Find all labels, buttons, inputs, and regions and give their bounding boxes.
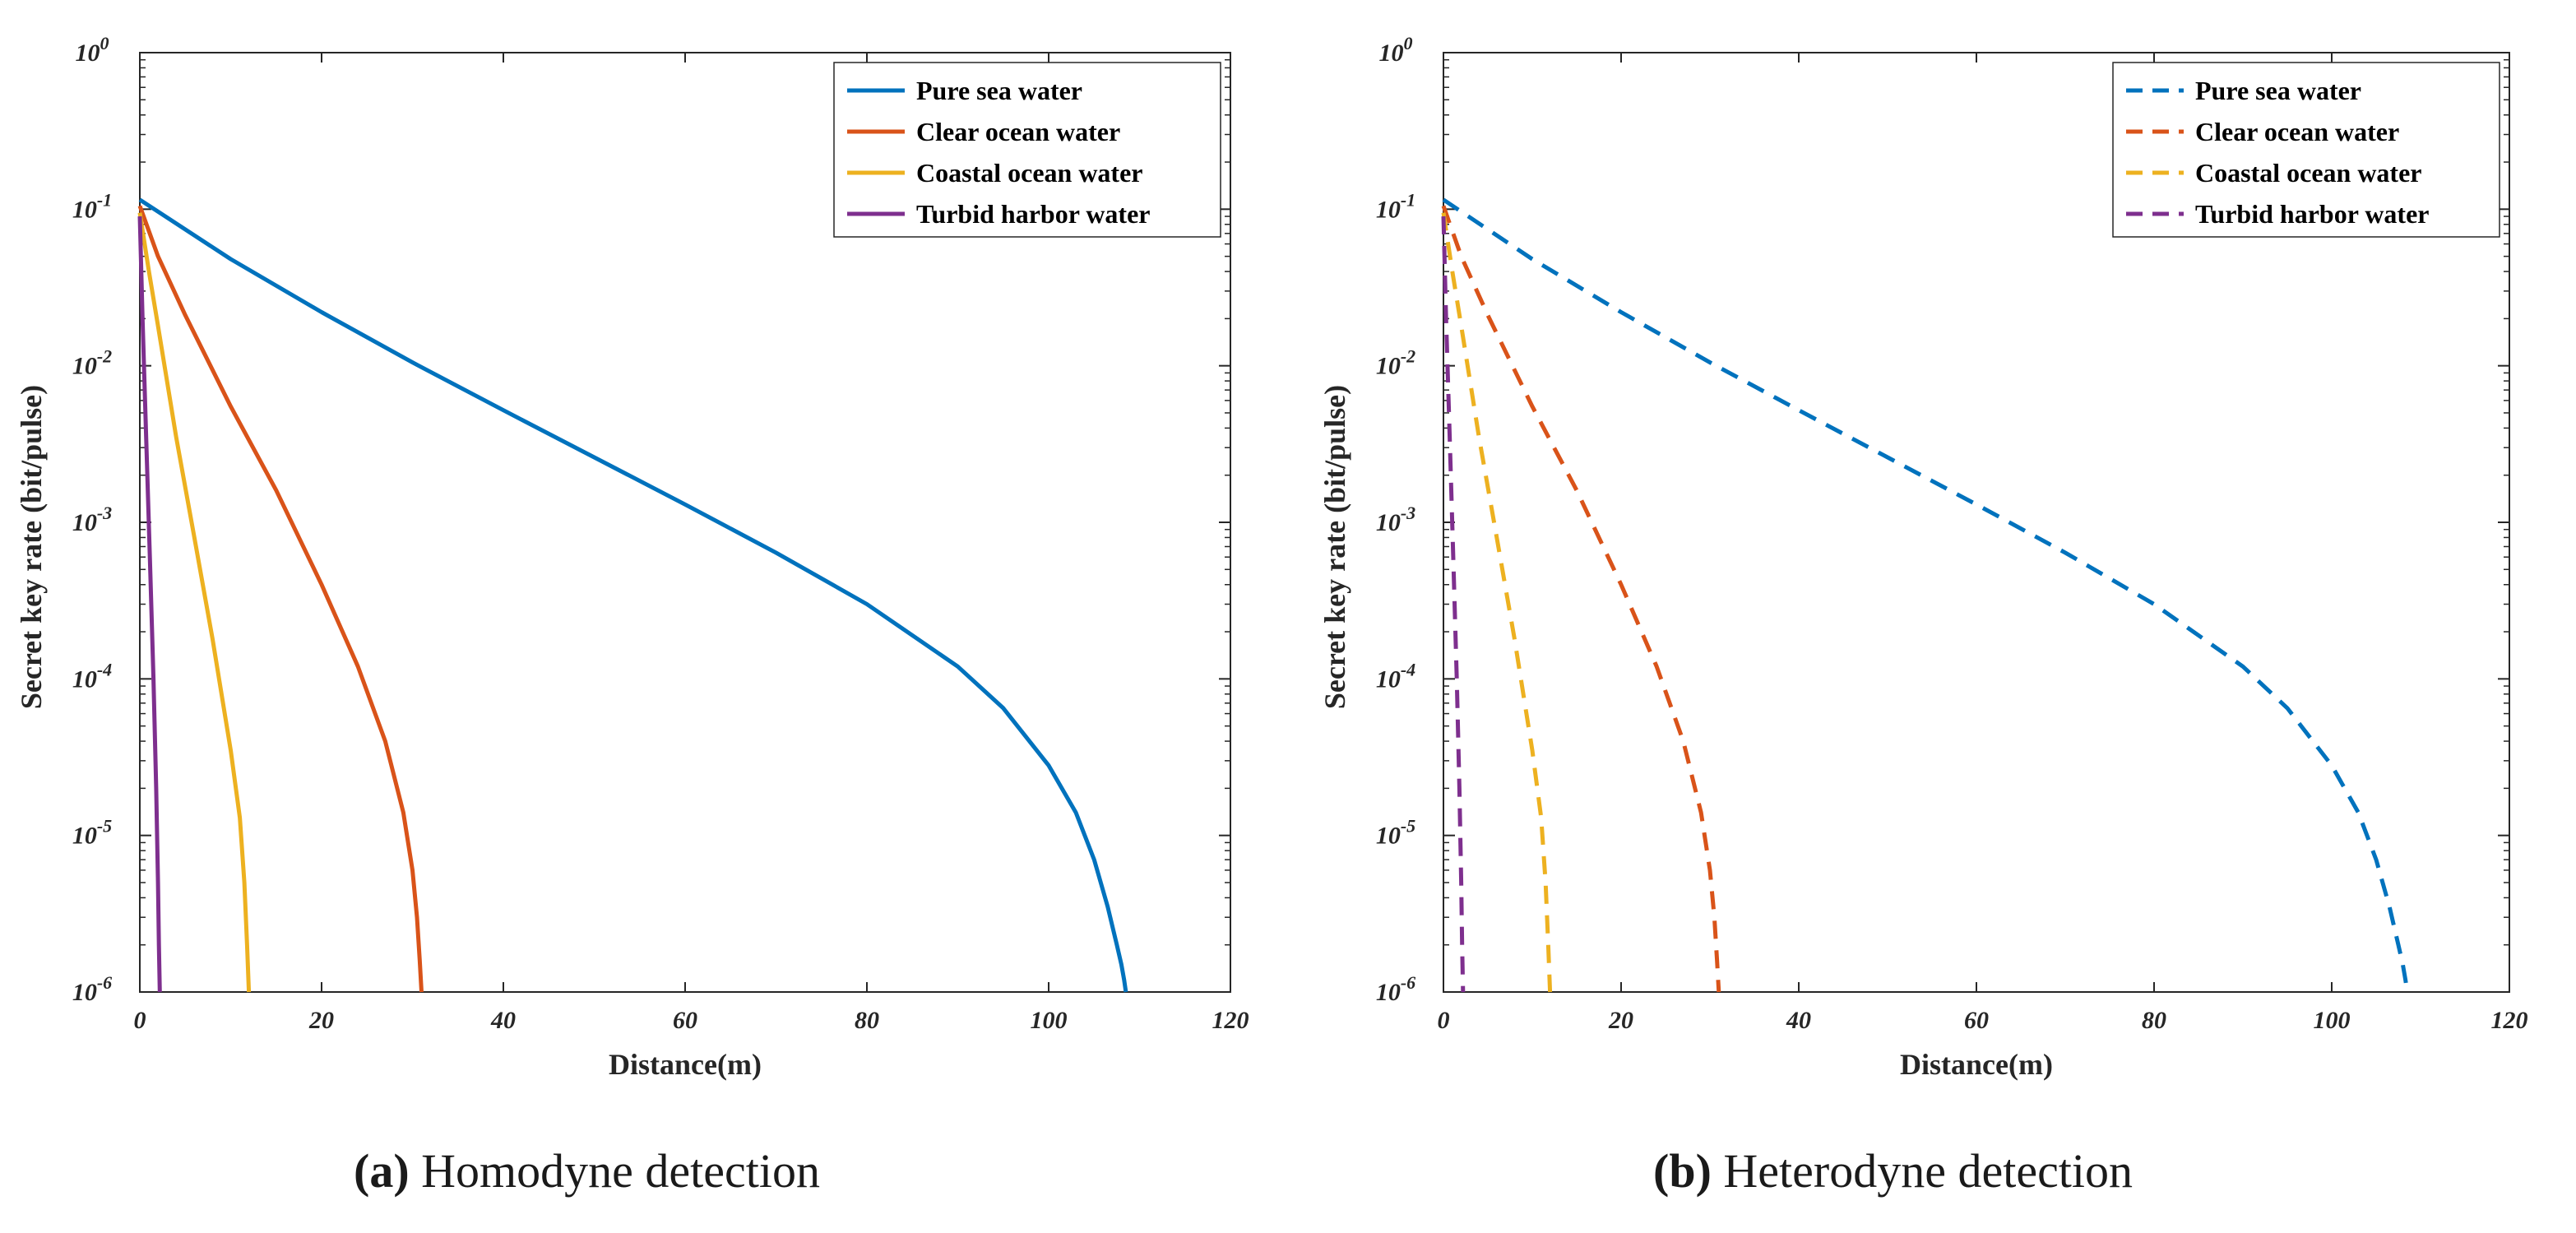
legend-label: Clear ocean water [2195,117,2399,146]
caption-a: (a) Homodyne detection [354,1144,820,1198]
legend: Pure sea water Clear ocean water Coastal o… [2112,62,2500,238]
x-tick-label: 40 [490,1007,516,1034]
series-line-pure-sea-water [1442,197,2410,993]
series-line-clear-ocean-water [137,205,424,993]
legend-label: Pure sea water [916,76,1082,105]
legend-label: Coastal ocean water [2195,158,2421,188]
x-tick-label: 120 [2491,1007,2528,1034]
y-tick-label: 10-5 [1376,816,1415,850]
y-tick-label: 10-3 [1376,503,1415,536]
x-tick-label: 100 [1031,1007,1068,1034]
x-tick-label: 40 [1786,1007,1811,1034]
legend-label: Turbid harbor water [916,199,1150,229]
legend-label: Clear ocean water [916,117,1120,146]
y-tick-label: 10-5 [72,816,112,850]
series-line-pure-sea-water [138,197,1128,993]
y-axis-label: Secret key rate (bit/pulse) [1318,385,1351,709]
y-tick-label: 10-2 [72,346,112,380]
legend-box [2112,62,2500,238]
legend: Pure sea water Clear ocean water Coastal o… [833,62,1221,238]
caption-b-text: Heterodyne detection [1723,1144,2134,1198]
y-tick-label: 100 [1379,33,1413,67]
legend-label: Coastal ocean water [916,158,1142,188]
x-tick-label: 60 [673,1007,697,1034]
caption-b-label: b [1669,1144,1696,1198]
y-tick-label: 10-6 [72,972,112,1006]
x-tick-label: 120 [1212,1007,1249,1034]
y-tick-label: 10-3 [72,503,112,536]
series-line-coastal-ocean-water [1441,212,1553,993]
y-tick-label: 10-2 [1376,346,1415,380]
x-axis-label: Distance(m) [609,1048,762,1081]
x-tick-label: 80 [2142,1007,2166,1034]
y-tick-label: 10-1 [72,189,112,223]
x-tick-label: 0 [1438,1007,1450,1034]
y-tick-label: 10-4 [1376,659,1415,693]
y-tick-label: 10-4 [72,659,112,693]
x-tick-label: 80 [855,1007,879,1034]
series-line-turbid-harbor-water [137,216,162,993]
y-axis-label: Secret key rate (bit/pulse) [15,385,48,709]
x-tick-label: 60 [1964,1007,1989,1034]
caption-a-label: a [369,1144,394,1198]
panel-a: 0 20 40 60 80 100 120 100 10-1 10-2 10-3 10-4 10-5 10… [15,33,1249,1081]
x-tick-label: 20 [308,1007,334,1034]
legend-label: Pure sea water [2195,76,2361,105]
y-tick-label: 10-1 [1376,189,1415,223]
panel-b: 0 20 40 60 80 100 120 100 10-1 10-2 10-3 10-4 10-5 10… [1318,33,2528,1081]
x-tick-label: 0 [134,1007,146,1034]
x-tick-label: 100 [2314,1007,2351,1034]
legend-label: Turbid harbor water [2195,199,2429,229]
y-tick-label: 100 [76,33,109,67]
x-axis-label: Distance(m) [1900,1048,2053,1081]
series-line-clear-ocean-water [1441,205,1721,993]
caption-b: (b) Heterodyne detection [1653,1144,2134,1198]
y-tick-label: 10-6 [1376,972,1415,1006]
caption-a-text: Homodyne detection [421,1144,820,1198]
series-line-coastal-ocean-water [137,212,252,993]
x-tick-label: 20 [1608,1007,1633,1034]
